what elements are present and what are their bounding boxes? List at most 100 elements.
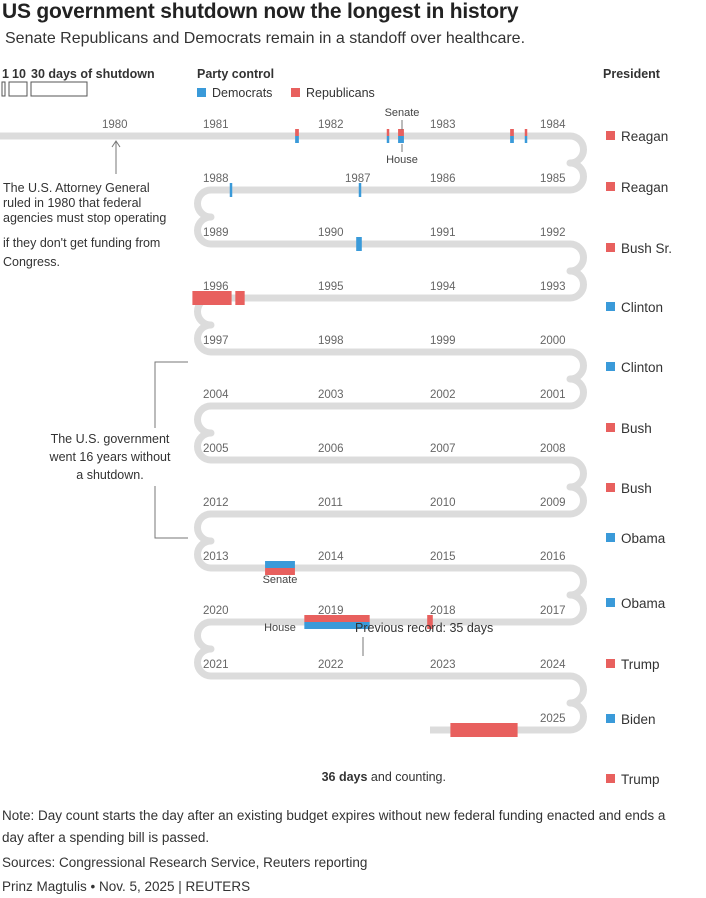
year-label-2014: 2014 <box>318 551 344 563</box>
party-legend-heading: Party control <box>197 67 274 81</box>
president-list: Reagan Reagan Bush Sr. Clinton Clinton Bush Bu… <box>606 129 672 787</box>
president-name: Clinton <box>621 300 663 315</box>
ag-line-2: ruled in 1980 that federal <box>3 196 141 210</box>
president-party-swatch <box>606 483 615 492</box>
president-name: Biden <box>621 712 656 727</box>
president-name: Reagan <box>621 180 668 195</box>
president-party-swatch <box>606 182 615 191</box>
house-bar <box>229 190 233 197</box>
house-bar <box>304 622 370 629</box>
scale-legend: 1 10 30 days of shutdown <box>1 67 155 97</box>
shutdown-1995-5d <box>235 291 245 305</box>
year-label-2019: 2019 <box>318 605 344 617</box>
president-party-swatch <box>606 131 615 140</box>
president-party-swatch <box>606 423 615 432</box>
shutdown-1982-1d <box>386 129 390 143</box>
no-shutdown-note: The U.S. government went 16 years withou… <box>49 432 171 482</box>
house-label-1983: House <box>386 154 418 166</box>
house-bar <box>510 136 514 143</box>
year-label-2012: 2012 <box>203 497 229 509</box>
year-label-2017: 2017 <box>540 605 566 617</box>
year-label-2010: 2010 <box>430 497 456 509</box>
house-bar <box>235 298 245 305</box>
ag-line-5: Congress. <box>3 255 60 269</box>
president-name: Trump <box>621 657 660 672</box>
president-party-swatch <box>606 714 615 723</box>
scale-box-10 <box>8 81 28 97</box>
year-label-1987: 1987 <box>345 173 371 185</box>
year-label-1980: 1980 <box>102 119 128 131</box>
year-label-1994: 1994 <box>430 281 456 293</box>
year-label-2004: 2004 <box>203 389 229 401</box>
president-name: Clinton <box>621 360 663 375</box>
year-label-1984: 1984 <box>540 119 566 131</box>
year-label-2013: 2013 <box>203 551 229 563</box>
president-party-swatch <box>606 362 615 371</box>
year-label-2016: 2016 <box>540 551 566 563</box>
shutdown-2018-35d <box>304 615 370 629</box>
senate-bar <box>265 561 295 568</box>
republicans-label: Republicans <box>306 86 375 100</box>
president-party-swatch <box>606 302 615 311</box>
ag-line-4: if they don't get funding from <box>3 236 160 250</box>
president-name: Bush Sr. <box>621 241 672 256</box>
shutdown-1986-1d <box>358 183 362 197</box>
year-label-1981: 1981 <box>203 119 229 131</box>
shutdown-2025-36d <box>450 723 518 737</box>
democrats-swatch <box>197 88 206 97</box>
no-shutdown-bg <box>38 428 184 486</box>
current-days: 36 days <box>322 770 368 784</box>
year-label-1992: 1992 <box>540 227 566 239</box>
year-label-1991: 1991 <box>430 227 456 239</box>
chart-subtitle: Senate Republicans and Democrats remain … <box>5 30 526 47</box>
year-label-2002: 2002 <box>430 389 456 401</box>
year-label-1983: 1983 <box>430 119 456 131</box>
president-name: Obama <box>621 596 666 611</box>
shutdown-1987-1d <box>229 183 233 197</box>
house-label-2013: House <box>264 622 296 634</box>
note-line-1: Note: Day count starts the day after an … <box>2 808 666 823</box>
democrats-label: Democrats <box>212 86 272 100</box>
year-label-2011: 2011 <box>318 497 343 509</box>
shutdown-1995-21d <box>192 291 232 305</box>
house-bar <box>386 136 390 143</box>
scale-box-30 <box>30 81 88 97</box>
senate-bar <box>229 183 233 190</box>
year-label-2006: 2006 <box>318 443 344 455</box>
current-suffix: and counting. <box>367 770 446 784</box>
house-bar <box>356 244 362 251</box>
president-name: Bush <box>621 481 652 496</box>
senate-label-1983: Senate <box>385 107 420 119</box>
year-label-1999: 1999 <box>430 335 456 347</box>
shutdown-1981-2d <box>295 129 299 143</box>
scale-legend-tick-10: 10 <box>12 67 26 81</box>
president-party-swatch <box>606 243 615 252</box>
party-legend: Party control Democrats Republicans <box>197 67 375 100</box>
shutdown-1990-3d <box>356 237 362 251</box>
house-bar <box>358 190 362 197</box>
ag-line-3: agencies must stop operating <box>3 211 166 225</box>
shutdown-2018-3d <box>427 615 433 629</box>
year-label-2022: 2022 <box>318 659 344 671</box>
year-label-2025: 2025 <box>540 713 566 725</box>
previous-record-label: Previous record: 35 days <box>355 621 493 635</box>
year-label-2007: 2007 <box>430 443 456 455</box>
attorney-general-arrowhead <box>111 140 121 148</box>
house-bar <box>295 136 299 143</box>
year-label-2024: 2024 <box>540 659 566 671</box>
president-name: Bush <box>621 421 652 436</box>
president-party-swatch <box>606 659 615 668</box>
senate-bar <box>295 129 299 136</box>
house-bar <box>427 622 433 629</box>
senate-bar <box>235 291 245 298</box>
chart-title: US government shutdown now the longest i… <box>2 0 519 23</box>
house-bar <box>265 568 295 575</box>
shutdown-1984-2d <box>510 129 514 143</box>
president-name: Obama <box>621 531 666 546</box>
sources: Sources: Congressional Research Service,… <box>2 855 368 870</box>
year-label-2015: 2015 <box>430 551 456 563</box>
footnote: Note: Day count starts the day after an … <box>2 805 665 849</box>
timeline-track <box>0 132 587 734</box>
president-heading: President <box>603 67 661 81</box>
shutdown-marks <box>192 129 528 737</box>
